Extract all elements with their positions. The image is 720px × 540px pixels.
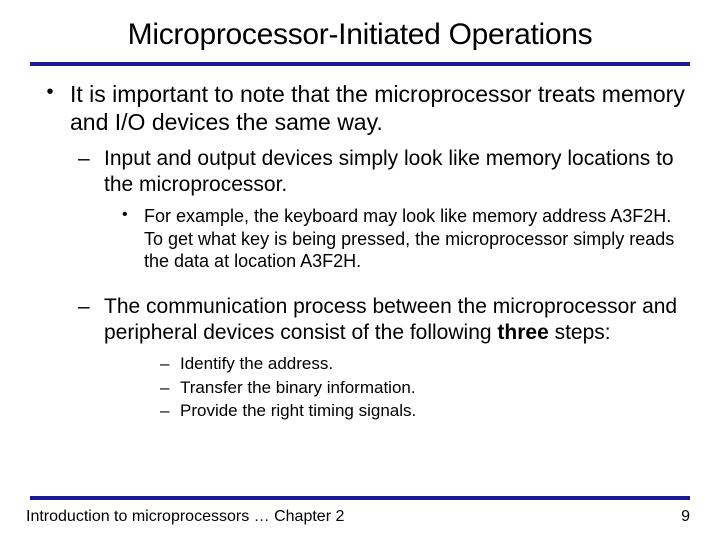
slide-footer: Introduction to microprocessors … Chapte… [26,508,690,526]
bullet-text: For example, the keyboard may look like … [144,205,690,272]
bullet-text: Input and output devices simply look lik… [104,146,690,197]
bullet-text: Transfer the binary information. [180,377,416,398]
slide-title: Microprocessor-Initiated Operations [30,18,690,62]
text-bold: three [497,321,548,344]
bullet-level2: – Input and output devices simply look l… [78,146,690,197]
bullet-dash-icon: – [78,146,104,197]
slide-body: • It is important to note that the micro… [30,80,690,421]
bullet-text: The communication process between the mi… [104,294,690,345]
bullet-dash-icon: – [160,400,180,421]
bullet-level3: • For example, the keyboard may look lik… [122,205,690,272]
footer-divider [30,496,690,500]
bullet-text: It is important to note that the micropr… [70,80,690,136]
bullet-dash-icon: – [78,294,104,345]
bullet-text: Provide the right timing signals. [180,400,416,421]
bullet-dash-icon: – [160,377,180,398]
title-divider [30,62,690,66]
footer-left: Introduction to microprocessors … Chapte… [26,508,344,526]
slide: Microprocessor-Initiated Operations • It… [0,0,720,540]
bullet-level1: • It is important to note that the micro… [30,80,690,136]
bullet-dot-icon: • [30,80,70,136]
bullet-level4: – Provide the right timing signals. [160,400,690,421]
text-span: steps: [549,321,611,344]
bullet-dot-icon: • [122,205,144,272]
bullet-text: Identify the address. [180,353,333,374]
bullet-level4: – Transfer the binary information. [160,377,690,398]
page-number: 9 [681,508,690,526]
bullet-level4: – Identify the address. [160,353,690,374]
bullet-level2: – The communication process between the … [78,294,690,345]
bullet-dash-icon: – [160,353,180,374]
